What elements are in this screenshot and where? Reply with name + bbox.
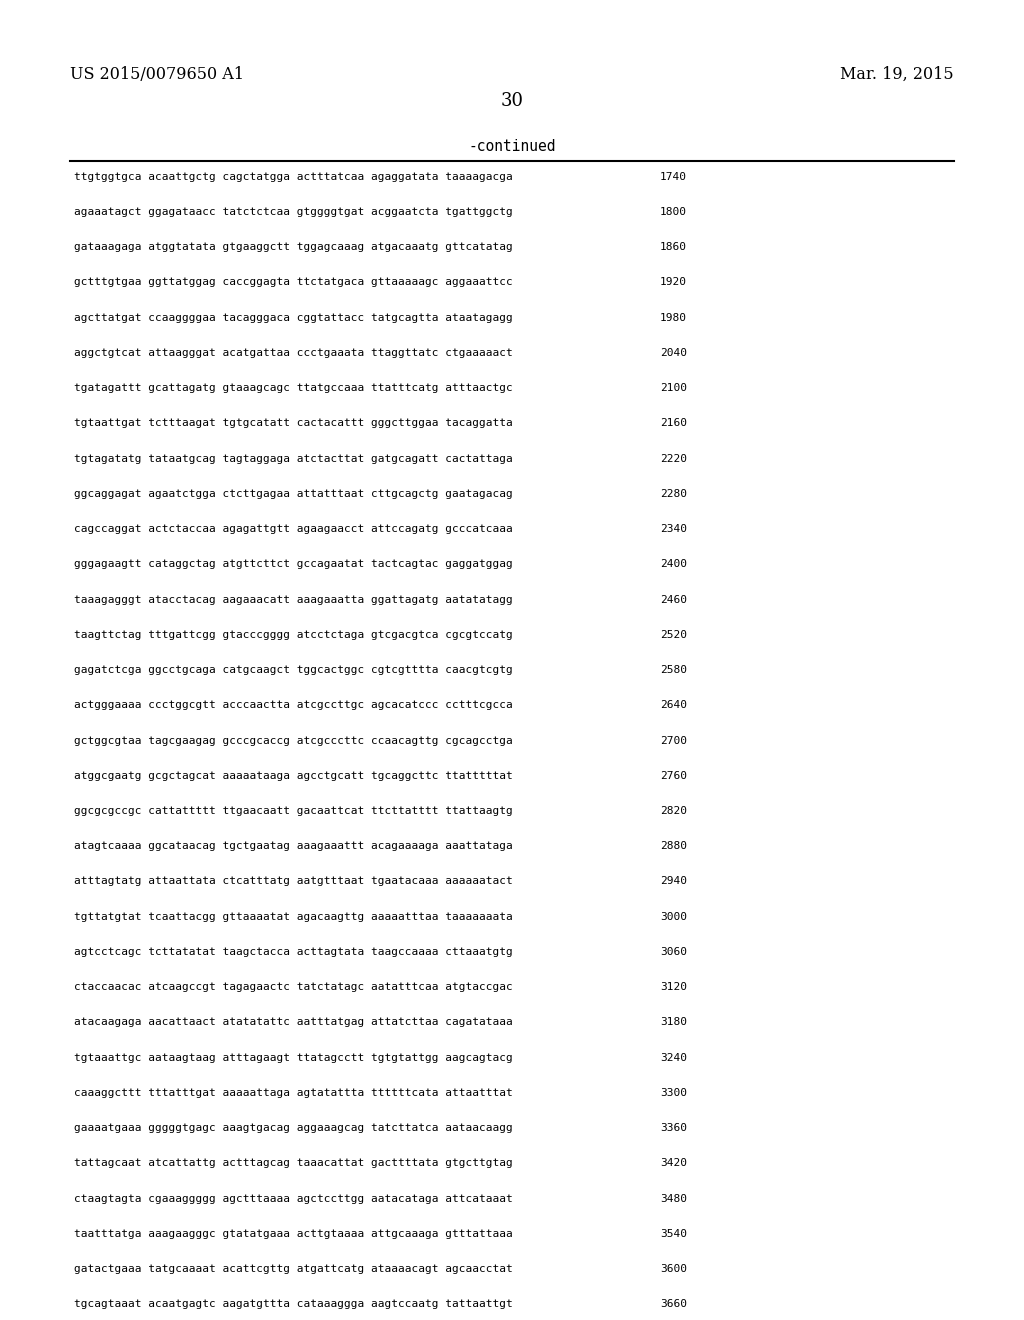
- Text: 3120: 3120: [660, 982, 687, 993]
- Text: 2400: 2400: [660, 560, 687, 569]
- Text: tgtaaattgc aataagtaag atttagaagt ttatagcctt tgtgtattgg aagcagtacg: tgtaaattgc aataagtaag atttagaagt ttatagc…: [74, 1053, 513, 1063]
- Text: gagatctcga ggcctgcaga catgcaagct tggcactggc cgtcgtttta caacgtcgtg: gagatctcga ggcctgcaga catgcaagct tggcact…: [74, 665, 513, 675]
- Text: 2520: 2520: [660, 630, 687, 640]
- Text: gaaaatgaaa gggggtgagc aaagtgacag aggaaagcag tatcttatca aataacaagg: gaaaatgaaa gggggtgagc aaagtgacag aggaaag…: [74, 1123, 513, 1133]
- Text: aggctgtcat attaagggat acatgattaa ccctgaaata ttaggttatc ctgaaaaact: aggctgtcat attaagggat acatgattaa ccctgaa…: [74, 347, 513, 358]
- Text: 1800: 1800: [660, 207, 687, 216]
- Text: 3180: 3180: [660, 1018, 687, 1027]
- Text: 2220: 2220: [660, 454, 687, 463]
- Text: 2820: 2820: [660, 807, 687, 816]
- Text: ctaagtagta cgaaaggggg agctttaaaa agctccttgg aatacataga attcataaat: ctaagtagta cgaaaggggg agctttaaaa agctcct…: [74, 1193, 513, 1204]
- Text: ctaccaacac atcaagccgt tagagaactc tatctatagc aatatttcaa atgtaccgac: ctaccaacac atcaagccgt tagagaactc tatctat…: [74, 982, 513, 993]
- Text: 2460: 2460: [660, 594, 687, 605]
- Text: tgatagattt gcattagatg gtaaagcagc ttatgccaaa ttatttcatg atttaactgc: tgatagattt gcattagatg gtaaagcagc ttatgcc…: [74, 383, 513, 393]
- Text: ggcgcgccgc cattattttt ttgaacaatt gacaattcat ttcttatttt ttattaagtg: ggcgcgccgc cattattttt ttgaacaatt gacaatt…: [74, 807, 513, 816]
- Text: tgcagtaaat acaatgagtc aagatgttta cataaaggga aagtccaatg tattaattgt: tgcagtaaat acaatgagtc aagatgttta cataaag…: [74, 1299, 513, 1309]
- Text: 2940: 2940: [660, 876, 687, 887]
- Text: tgtagatatg tataatgcag tagtaggaga atctacttat gatgcagatt cactattaga: tgtagatatg tataatgcag tagtaggaga atctact…: [74, 454, 513, 463]
- Text: 3600: 3600: [660, 1265, 687, 1274]
- Text: 2040: 2040: [660, 347, 687, 358]
- Text: 3480: 3480: [660, 1193, 687, 1204]
- Text: 3660: 3660: [660, 1299, 687, 1309]
- Text: taagttctag tttgattcgg gtacccgggg atcctctaga gtcgacgtca cgcgtccatg: taagttctag tttgattcgg gtacccgggg atcctct…: [74, 630, 513, 640]
- Text: 2280: 2280: [660, 488, 687, 499]
- Text: 2580: 2580: [660, 665, 687, 675]
- Text: 2100: 2100: [660, 383, 687, 393]
- Text: cagccaggat actctaccaa agagattgtt agaagaacct attccagatg gcccatcaaa: cagccaggat actctaccaa agagattgtt agaagaa…: [74, 524, 513, 535]
- Text: agcttatgat ccaaggggaa tacagggaca cggtattacc tatgcagtta ataatagagg: agcttatgat ccaaggggaa tacagggaca cggtatt…: [74, 313, 513, 322]
- Text: Mar. 19, 2015: Mar. 19, 2015: [841, 66, 954, 83]
- Text: -continued: -continued: [468, 139, 556, 153]
- Text: 30: 30: [501, 92, 523, 111]
- Text: gatactgaaa tatgcaaaat acattcgttg atgattcatg ataaaacagt agcaacctat: gatactgaaa tatgcaaaat acattcgttg atgattc…: [74, 1265, 513, 1274]
- Text: 2340: 2340: [660, 524, 687, 535]
- Text: 2640: 2640: [660, 700, 687, 710]
- Text: 3360: 3360: [660, 1123, 687, 1133]
- Text: actgggaaaa ccctggcgtt acccaactta atcgccttgc agcacatccc cctttcgcca: actgggaaaa ccctggcgtt acccaactta atcgcct…: [74, 700, 513, 710]
- Text: 2760: 2760: [660, 771, 687, 780]
- Text: caaaggcttt tttatttgat aaaaattaga agtatattta ttttttcata attaatttat: caaaggcttt tttatttgat aaaaattaga agtatat…: [74, 1088, 513, 1098]
- Text: gataaagaga atggtatata gtgaaggctt tggagcaaag atgacaaatg gttcatatag: gataaagaga atggtatata gtgaaggctt tggagca…: [74, 242, 513, 252]
- Text: 3420: 3420: [660, 1159, 687, 1168]
- Text: 2700: 2700: [660, 735, 687, 746]
- Text: ttgtggtgca acaattgctg cagctatgga actttatcaa agaggatata taaaagacga: ttgtggtgca acaattgctg cagctatgga actttat…: [74, 172, 513, 182]
- Text: agaaatagct ggagataacc tatctctcaa gtggggtgat acggaatcta tgattggctg: agaaatagct ggagataacc tatctctcaa gtggggt…: [74, 207, 513, 216]
- Text: gggagaagtt cataggctag atgttcttct gccagaatat tactcagtac gaggatggag: gggagaagtt cataggctag atgttcttct gccagaa…: [74, 560, 513, 569]
- Text: 3540: 3540: [660, 1229, 687, 1239]
- Text: 1920: 1920: [660, 277, 687, 288]
- Text: atttagtatg attaattata ctcatttatg aatgtttaat tgaatacaaa aaaaaatact: atttagtatg attaattata ctcatttatg aatgttt…: [74, 876, 513, 887]
- Text: US 2015/0079650 A1: US 2015/0079650 A1: [70, 66, 244, 83]
- Text: gctggcgtaa tagcgaagag gcccgcaccg atcgcccttc ccaacagttg cgcagcctga: gctggcgtaa tagcgaagag gcccgcaccg atcgccc…: [74, 735, 513, 746]
- Text: taaagagggt atacctacag aagaaacatt aaagaaatta ggattagatg aatatatagg: taaagagggt atacctacag aagaaacatt aaagaaa…: [74, 594, 513, 605]
- Text: taatttatga aaagaagggc gtatatgaaa acttgtaaaa attgcaaaga gtttattaaa: taatttatga aaagaagggc gtatatgaaa acttgta…: [74, 1229, 513, 1239]
- Text: 3000: 3000: [660, 912, 687, 921]
- Text: atacaagaga aacattaact atatatattc aatttatgag attatcttaa cagatataaa: atacaagaga aacattaact atatatattc aatttat…: [74, 1018, 513, 1027]
- Text: 1740: 1740: [660, 172, 687, 182]
- Text: tgtaattgat tctttaagat tgtgcatatt cactacattt gggcttggaa tacaggatta: tgtaattgat tctttaagat tgtgcatatt cactaca…: [74, 418, 513, 428]
- Text: 2160: 2160: [660, 418, 687, 428]
- Text: 3300: 3300: [660, 1088, 687, 1098]
- Text: ggcaggagat agaatctgga ctcttgagaa attatttaat cttgcagctg gaatagacag: ggcaggagat agaatctgga ctcttgagaa attattt…: [74, 488, 513, 499]
- Text: tattagcaat atcattattg actttagcag taaacattat gacttttata gtgcttgtag: tattagcaat atcattattg actttagcag taaacat…: [74, 1159, 513, 1168]
- Text: agtcctcagc tcttatatat taagctacca acttagtata taagccaaaa cttaaatgtg: agtcctcagc tcttatatat taagctacca acttagt…: [74, 946, 513, 957]
- Text: atagtcaaaa ggcataacag tgctgaatag aaagaaattt acagaaaaga aaattataga: atagtcaaaa ggcataacag tgctgaatag aaagaaa…: [74, 841, 513, 851]
- Text: 3240: 3240: [660, 1053, 687, 1063]
- Text: atggcgaatg gcgctagcat aaaaataaga agcctgcatt tgcaggcttc ttatttttat: atggcgaatg gcgctagcat aaaaataaga agcctgc…: [74, 771, 513, 780]
- Text: tgttatgtat tcaattacgg gttaaaatat agacaagttg aaaaatttaa taaaaaaata: tgttatgtat tcaattacgg gttaaaatat agacaag…: [74, 912, 513, 921]
- Text: 1860: 1860: [660, 242, 687, 252]
- Text: gctttgtgaa ggttatggag caccggagta ttctatgaca gttaaaaagc aggaaattcc: gctttgtgaa ggttatggag caccggagta ttctatg…: [74, 277, 513, 288]
- Text: 2880: 2880: [660, 841, 687, 851]
- Text: 1980: 1980: [660, 313, 687, 322]
- Text: 3060: 3060: [660, 946, 687, 957]
